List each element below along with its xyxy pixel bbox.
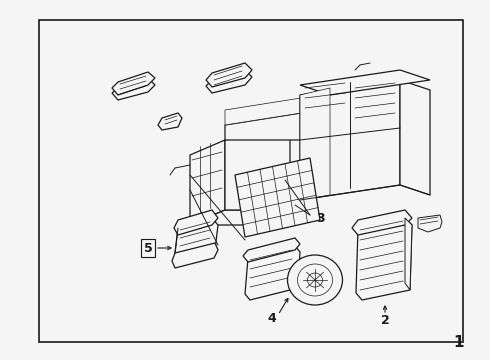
Polygon shape [112,78,155,100]
Polygon shape [418,215,442,232]
Polygon shape [356,218,412,300]
Polygon shape [300,88,330,200]
Polygon shape [243,238,300,262]
Polygon shape [300,70,430,95]
Polygon shape [174,210,218,235]
Text: 5: 5 [144,242,152,255]
Text: 3: 3 [316,212,324,225]
Ellipse shape [288,255,343,305]
Polygon shape [190,140,225,225]
Polygon shape [300,80,400,200]
Polygon shape [190,210,290,225]
Text: 1: 1 [453,335,464,350]
Ellipse shape [297,264,333,296]
Polygon shape [206,70,252,93]
Polygon shape [405,218,412,290]
Text: 2: 2 [381,314,390,327]
Polygon shape [175,218,218,260]
Polygon shape [158,113,182,130]
Polygon shape [225,110,320,140]
Ellipse shape [308,273,322,287]
Polygon shape [225,125,290,210]
Polygon shape [172,243,218,268]
Polygon shape [112,72,155,95]
Polygon shape [245,246,300,300]
Polygon shape [235,158,320,237]
Polygon shape [352,210,412,235]
Polygon shape [225,95,320,125]
Polygon shape [206,63,252,87]
Bar [39,20,463,342]
Text: 4: 4 [268,311,276,324]
Polygon shape [400,80,430,195]
